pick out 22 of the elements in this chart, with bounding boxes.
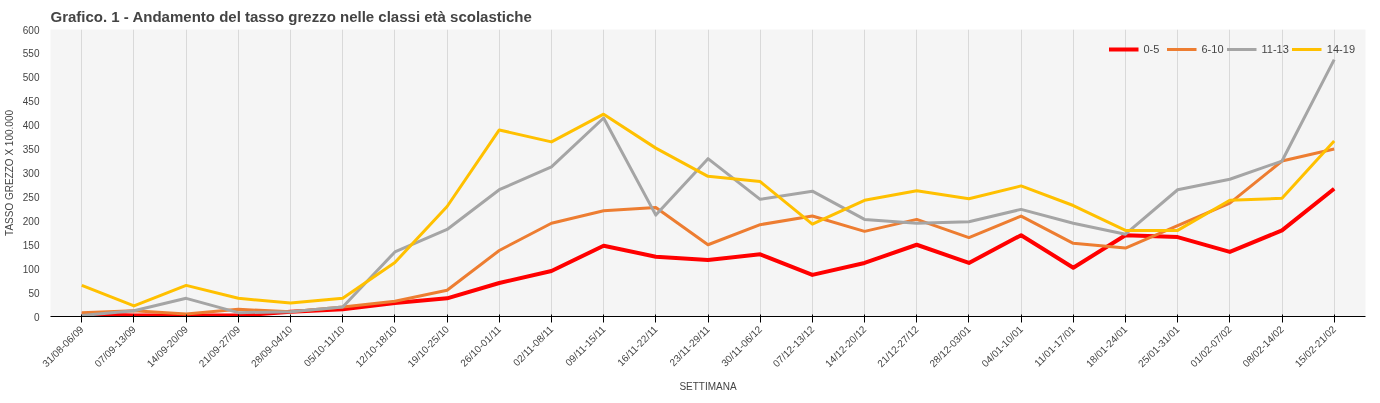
line-series [80, 112, 1336, 308]
y-tick-label: 0 [33, 311, 40, 323]
x-axis-title: SETTIMANA [679, 381, 737, 393]
y-tick-label: 550 [22, 48, 40, 60]
y-tick-label: 200 [22, 215, 40, 227]
y-tick-label: 500 [22, 72, 40, 84]
chart-title: Grafico. 1 - Andamento del tasso grezzo nelle classi età scolastiche [50, 7, 532, 25]
legend-label: 14-19 [1326, 43, 1355, 55]
legend-label: 6-10 [1201, 43, 1224, 55]
legend-label: 0-5 [1143, 43, 1161, 55]
y-tick-label: 250 [22, 191, 40, 203]
line-series [80, 58, 1336, 317]
y-axis-title: TASSO GREZZO X 100.000 [3, 109, 15, 236]
y-tick-label: 600 [22, 24, 40, 36]
legend-label: 11-13 [1261, 43, 1289, 55]
y-tick-label: 50 [28, 287, 40, 299]
y-tick-label: 300 [22, 168, 40, 179]
y-tick-label: 100 [22, 263, 40, 275]
y-tick-label: 150 [22, 239, 40, 251]
y-tick-label: 400 [22, 120, 40, 132]
y-tick-label: 350 [22, 144, 40, 156]
y-tick-label: 450 [22, 96, 40, 108]
